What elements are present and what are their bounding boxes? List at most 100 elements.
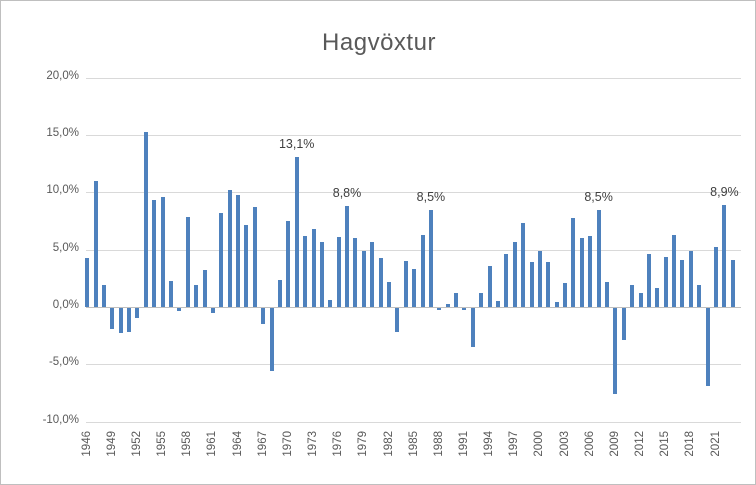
bar-1963[interactable] [227,190,232,307]
bar-1999[interactable] [529,262,534,307]
bar-1946[interactable] [85,257,90,307]
bar-1954[interactable] [152,200,157,307]
bar-1973[interactable] [311,229,316,307]
bar-1993[interactable] [479,293,484,307]
bar-1955[interactable] [160,197,165,307]
bar-1965[interactable] [244,224,249,307]
x-axis-tick-label: 1964 [231,431,244,457]
bar-2007[interactable] [596,209,601,307]
bar-2013[interactable] [646,254,651,307]
bar-1996[interactable] [504,254,509,307]
bar-1958[interactable] [185,216,190,307]
bar-1972[interactable] [303,235,308,307]
bar-1982[interactable] [387,281,391,307]
bar-2018[interactable] [688,250,693,307]
bar-1971[interactable] [294,156,299,307]
bar-1969[interactable] [278,279,282,307]
bar-1947[interactable] [93,180,98,307]
bar-1977[interactable] [345,206,349,307]
x-axis-tick-label: 1976 [332,431,345,457]
bar-1979[interactable] [361,250,366,307]
bar-1953[interactable] [143,131,148,307]
bar-1957[interactable] [177,308,182,312]
x-axis-tick-label: 1991 [457,431,470,457]
gridline [86,422,741,423]
bar-1974[interactable] [319,241,324,307]
data-label-2007: 8,5% [584,189,613,204]
bar-1970[interactable] [286,221,291,307]
bar-2003[interactable] [563,282,567,307]
x-axis-tick-label: 2006 [583,431,596,457]
bar-1988[interactable] [437,308,442,311]
bar-2005[interactable] [579,238,584,307]
bar-1995[interactable] [496,301,500,307]
bar-1964[interactable] [236,194,240,307]
bar-1985[interactable] [412,269,417,307]
bar-2022[interactable] [722,205,727,307]
x-axis-tick-label: 1970 [281,431,294,457]
bar-1967[interactable] [261,308,266,324]
gridline [86,78,741,79]
bar-1978[interactable] [353,238,358,307]
y-axis-tick-label: 0,0% [52,299,79,311]
bar-1948[interactable] [101,285,106,307]
bar-1990[interactable] [454,293,458,307]
bar-1984[interactable] [403,261,408,307]
x-axis-tick-label: 2012 [634,431,646,457]
bar-1976[interactable] [336,237,341,307]
bar-2006[interactable] [588,235,593,307]
bar-2002[interactable] [554,302,559,307]
bar-1950[interactable] [118,308,123,334]
gridline [86,250,741,251]
bar-2008[interactable] [605,281,609,307]
x-axis-tick-label: 2000 [533,431,546,457]
bar-2020[interactable] [705,308,710,386]
data-label-1971: 13,1% [278,136,315,151]
bar-2009[interactable] [613,308,618,394]
bar-1987[interactable] [428,209,433,307]
bar-2015[interactable] [663,256,668,307]
x-axis-tick-label: 1979 [357,431,370,457]
bar-1994[interactable] [487,265,492,307]
bar-1983[interactable] [395,308,400,333]
bar-1998[interactable] [521,223,526,307]
bar-1952[interactable] [135,308,140,319]
bar-2017[interactable] [680,260,685,307]
bar-1956[interactable] [168,280,173,307]
bar-2012[interactable] [638,293,643,307]
x-axis-tick-label: 2018 [684,431,697,457]
bar-2004[interactable] [571,217,576,307]
bar-1949[interactable] [110,308,115,329]
bar-1961[interactable] [210,308,215,313]
bar-1997[interactable] [512,241,517,307]
bar-1981[interactable] [378,257,383,307]
bar-2021[interactable] [714,247,718,307]
bar-2019[interactable] [697,285,702,307]
bar-2023[interactable] [730,260,735,307]
bar-1966[interactable] [252,207,257,307]
bar-1975[interactable] [328,300,333,307]
data-label-1987: 8,5% [416,189,446,204]
y-axis-tick-label: -5,0% [48,356,79,368]
bar-1991[interactable] [462,308,467,311]
bar-1962[interactable] [219,213,224,307]
x-axis-tick-label: 1955 [156,431,169,457]
bar-1959[interactable] [194,285,199,307]
bar-2014[interactable] [655,287,660,307]
bar-1980[interactable] [370,241,375,307]
bar-1989[interactable] [445,303,450,307]
bar-2011[interactable] [630,285,635,307]
bar-1960[interactable] [202,270,207,307]
bar-2001[interactable] [546,262,551,307]
bar-1986[interactable] [420,234,425,307]
bar-1992[interactable] [470,308,475,347]
x-axis-tick-label: 1958 [181,431,194,457]
bar-1951[interactable] [127,308,131,333]
x-axis-tick-label: 1997 [508,431,521,457]
x-axis-tick-label: 1946 [80,431,93,457]
bar-2010[interactable] [621,308,626,341]
bar-2016[interactable] [672,234,676,307]
bar-1968[interactable] [269,308,274,371]
bar-2000[interactable] [537,250,542,307]
